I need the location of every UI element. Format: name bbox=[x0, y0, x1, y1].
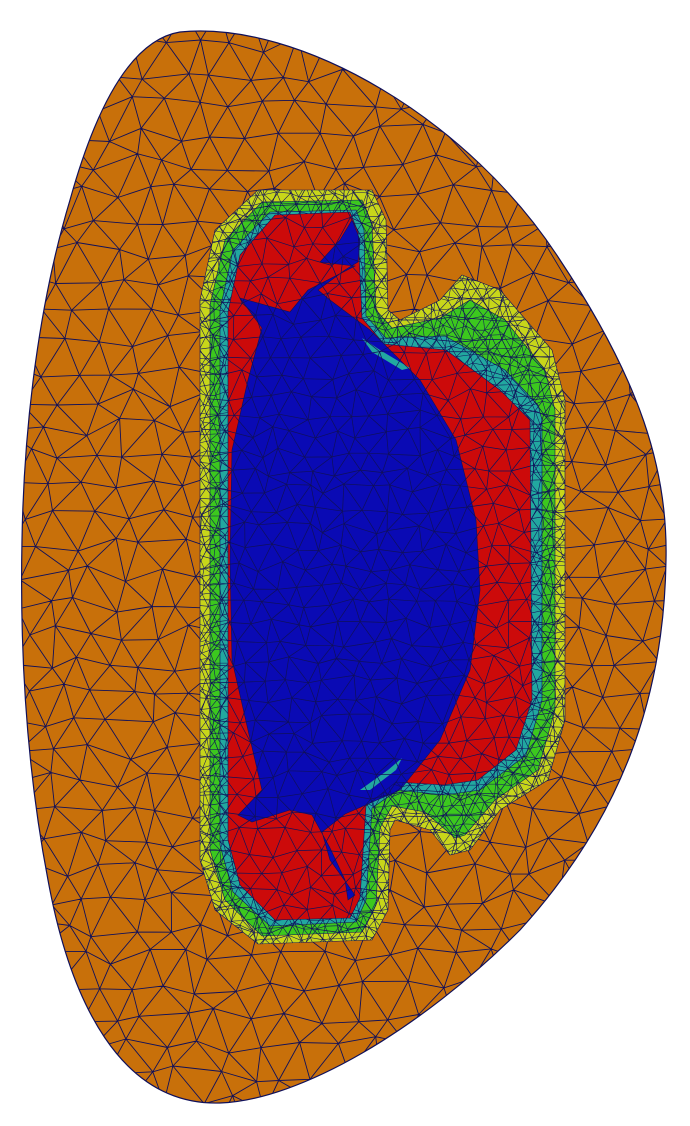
triangle-mesh bbox=[21, 31, 667, 1104]
layer-fill bbox=[362, 338, 410, 370]
blue-outline bbox=[229, 219, 481, 901]
yellow-outline bbox=[199, 189, 566, 945]
cyan-outline bbox=[219, 209, 543, 927]
green-outline bbox=[209, 199, 556, 937]
red-outline bbox=[227, 211, 533, 921]
domain-outline bbox=[21, 30, 667, 1104]
